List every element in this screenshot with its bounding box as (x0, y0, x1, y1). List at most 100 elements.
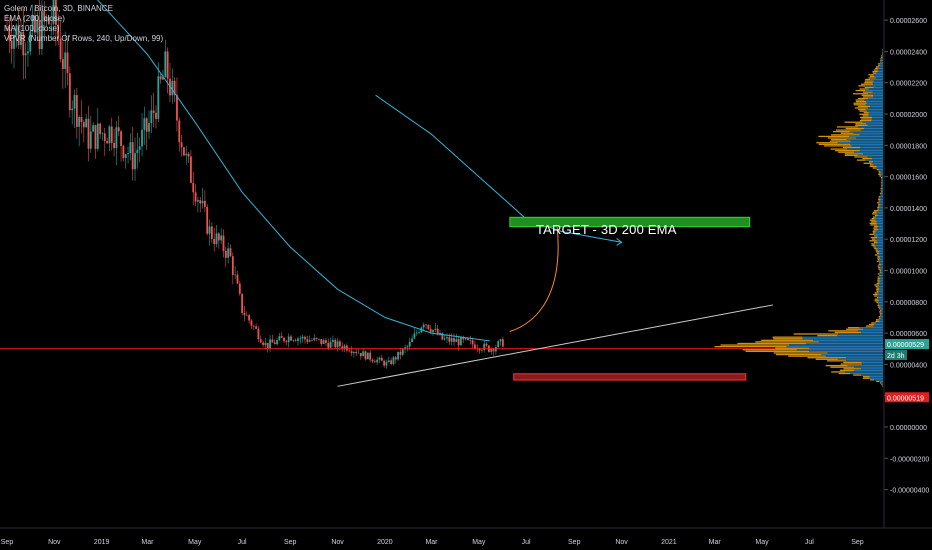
candle-up[interactable] (413, 333, 416, 339)
candle-down[interactable] (8, 28, 11, 41)
candle-down[interactable] (259, 339, 262, 343)
candle-up[interactable] (418, 332, 420, 333)
candle-up[interactable] (162, 76, 164, 80)
candle-down[interactable] (250, 320, 253, 326)
candle-up[interactable] (78, 116, 81, 127)
candle-down[interactable] (173, 80, 176, 95)
candle-down[interactable] (364, 351, 367, 360)
candle-down[interactable] (210, 226, 213, 239)
candle-down[interactable] (59, 38, 62, 60)
candle-down[interactable] (10, 40, 13, 49)
candle-up[interactable] (234, 274, 237, 276)
legend-symbol[interactable]: Golem / Bitcoin, 3D, BINANCE (4, 4, 113, 13)
stop-zone-box[interactable] (513, 373, 747, 381)
candle-up[interactable] (313, 337, 316, 341)
candle-down[interactable] (350, 351, 353, 354)
candle-down[interactable] (285, 341, 288, 343)
candle-up[interactable] (357, 352, 360, 354)
support-price-tag[interactable]: 0.00000519 (887, 395, 924, 402)
candle-up[interactable] (15, 25, 18, 36)
candle-down[interactable] (80, 116, 83, 123)
candle-up[interactable] (36, 20, 39, 33)
candle-up[interactable] (446, 337, 448, 339)
candle-down[interactable] (48, 17, 50, 25)
candle-down[interactable] (190, 156, 192, 183)
candle-down[interactable] (159, 76, 162, 80)
candle-down[interactable] (283, 337, 285, 342)
candle-down[interactable] (441, 332, 444, 340)
candle-up[interactable] (208, 226, 211, 234)
candle-down[interactable] (82, 122, 85, 128)
candle-down[interactable] (294, 340, 297, 342)
candle-down[interactable] (462, 337, 465, 340)
candle-up[interactable] (115, 127, 118, 149)
candle-up[interactable] (164, 51, 167, 77)
candle-up[interactable] (464, 338, 467, 340)
legend-vpvr[interactable]: VPVR (Number Of Rows, 240, Up/Down, 99) (4, 34, 164, 43)
candle-up[interactable] (73, 95, 76, 109)
candle-up[interactable] (308, 340, 311, 342)
candle-up[interactable] (336, 341, 339, 348)
candle-up[interactable] (408, 341, 411, 347)
candle-down[interactable] (304, 336, 306, 340)
candle-down[interactable] (238, 283, 241, 294)
candle-down[interactable] (87, 118, 90, 149)
candle-down[interactable] (192, 182, 195, 193)
candle-down[interactable] (176, 94, 178, 121)
candle-down[interactable] (38, 20, 41, 50)
candle-up[interactable] (20, 31, 22, 46)
candle-down[interactable] (492, 348, 495, 352)
legend-ma[interactable]: MA (100, close) (4, 24, 60, 33)
candle-down[interactable] (390, 360, 393, 364)
candle-up[interactable] (92, 125, 95, 132)
candle-down[interactable] (318, 338, 320, 340)
candle-up[interactable] (201, 200, 204, 204)
trendline[interactable] (337, 304, 774, 387)
candle-down[interactable] (252, 325, 255, 327)
candle-down[interactable] (187, 153, 190, 157)
candle-up[interactable] (50, 23, 53, 25)
candle-up[interactable] (404, 347, 406, 349)
candle-down[interactable] (248, 315, 251, 321)
candle-down[interactable] (373, 361, 376, 363)
candle-up[interactable] (366, 352, 369, 360)
candle-down[interactable] (99, 123, 102, 134)
candle-down[interactable] (57, 24, 60, 39)
candle-down[interactable] (224, 250, 227, 258)
candle-up[interactable] (483, 343, 486, 351)
candle-down[interactable] (166, 51, 169, 79)
candle-up[interactable] (422, 324, 425, 328)
candle-up[interactable] (332, 339, 334, 342)
candle-down[interactable] (306, 339, 309, 342)
candle-down[interactable] (429, 328, 432, 333)
candle-up[interactable] (385, 361, 388, 366)
candle-down[interactable] (66, 52, 69, 74)
candle-up[interactable] (497, 341, 500, 348)
candle-down[interactable] (359, 352, 362, 357)
candle-up[interactable] (450, 338, 453, 342)
candle-down[interactable] (61, 59, 64, 70)
candle-down[interactable] (222, 235, 225, 251)
candle-down[interactable] (75, 95, 78, 127)
candle-up[interactable] (171, 80, 174, 96)
candle-down[interactable] (436, 328, 439, 335)
candle-up[interactable] (387, 360, 390, 362)
candle-up[interactable] (434, 328, 437, 330)
candle-down[interactable] (334, 339, 337, 348)
candle-down[interactable] (478, 348, 481, 351)
candle-down[interactable] (183, 147, 185, 156)
target-zone-box[interactable] (509, 216, 751, 228)
candle-down[interactable] (290, 336, 292, 341)
candle-up[interactable] (89, 131, 92, 149)
candle-up[interactable] (269, 339, 271, 349)
candle-up[interactable] (220, 235, 223, 241)
candle-up[interactable] (143, 118, 146, 130)
candle-up[interactable] (64, 52, 67, 70)
candle-up[interactable] (108, 126, 111, 144)
countdown-tag[interactable]: 2d 3h (887, 353, 905, 360)
candle-up[interactable] (397, 351, 400, 360)
candle-up[interactable] (227, 248, 230, 258)
candle-up[interactable] (157, 76, 160, 119)
candle-down[interactable] (213, 238, 216, 245)
candle-down[interactable] (339, 341, 341, 347)
